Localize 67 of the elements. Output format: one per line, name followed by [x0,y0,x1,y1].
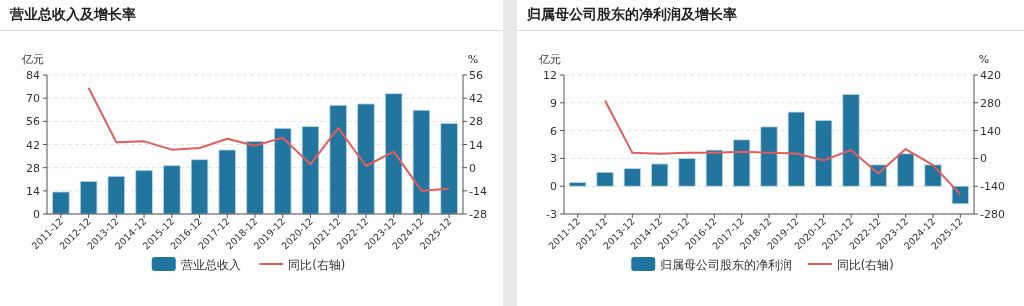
y-tick-label: 3 [550,152,557,166]
y-tick-label: 56 [26,115,40,129]
bar [384,93,403,215]
y2-tick-label: -14 [469,184,487,198]
y-tick-label: 9 [550,96,557,110]
bar [678,158,696,187]
y-tick-label: 6 [550,124,557,138]
y2-tick-label: 0 [469,161,476,175]
y2-tick-label: 140 [980,124,1001,138]
bar [651,163,669,187]
y-tick-label: 42 [26,138,40,152]
bar [440,122,458,215]
bar [924,164,942,187]
chart-title: 营业总收入及增长率 [9,6,136,22]
y-tick-label: 0 [550,180,557,194]
bar [301,126,320,215]
y-axis-title: 亿元 [21,53,44,66]
y-tick-label: 12 [543,69,557,82]
bar [623,168,641,187]
bar [760,126,778,187]
y2-tick-label: -28 [469,208,487,221]
y2-tick-label: 420 [980,69,1001,82]
bar [596,171,614,187]
y2-axis-title: % [467,53,479,66]
y2-tick-label: -280 [980,208,1005,221]
bar [787,111,805,187]
bar [842,94,860,187]
bar [329,104,347,215]
y2-tick-label: 280 [980,96,1001,110]
y-tick-label: 70 [26,92,40,106]
bar [218,149,236,215]
legend-label: 营业总收入 [180,257,241,272]
y-axis-title: 亿元 [538,53,561,66]
y2-tick-label: 0 [980,152,987,166]
bar [135,169,153,215]
line-series [604,99,962,196]
y2-tick-label: 28 [469,115,483,129]
bar [163,165,181,215]
bar [951,185,969,205]
bar [246,140,264,215]
legend-label: 归属母公司股东的净利润 [660,257,793,272]
y2-tick-label: 42 [469,92,483,106]
y-tick-label: 84 [26,69,40,82]
line-series [87,86,451,192]
bar [79,181,98,215]
y2-axis-title: % [978,53,990,66]
bar [569,182,587,187]
bar [897,153,915,187]
legend-label: 同比(右轴) [288,257,346,272]
bar [52,191,70,215]
y2-tick-label: -140 [980,180,1005,194]
y-tick-label: 0 [33,208,40,221]
bar [190,159,209,215]
y-tick-label: -3 [546,208,557,221]
legend-label: 同比(右轴) [836,257,894,272]
bar [274,127,292,215]
bar [705,149,723,187]
bar [815,120,833,187]
y-tick-label: 28 [26,161,40,175]
y-tick-label: 14 [26,184,40,198]
bar [412,109,431,215]
y2-tick-label: 14 [469,138,483,152]
bar [357,103,375,215]
y2-tick-label: 56 [469,69,483,82]
bar [733,139,751,187]
chart-title: 归属母公司股东的净利润及增长率 [526,6,737,22]
bar [107,175,126,215]
